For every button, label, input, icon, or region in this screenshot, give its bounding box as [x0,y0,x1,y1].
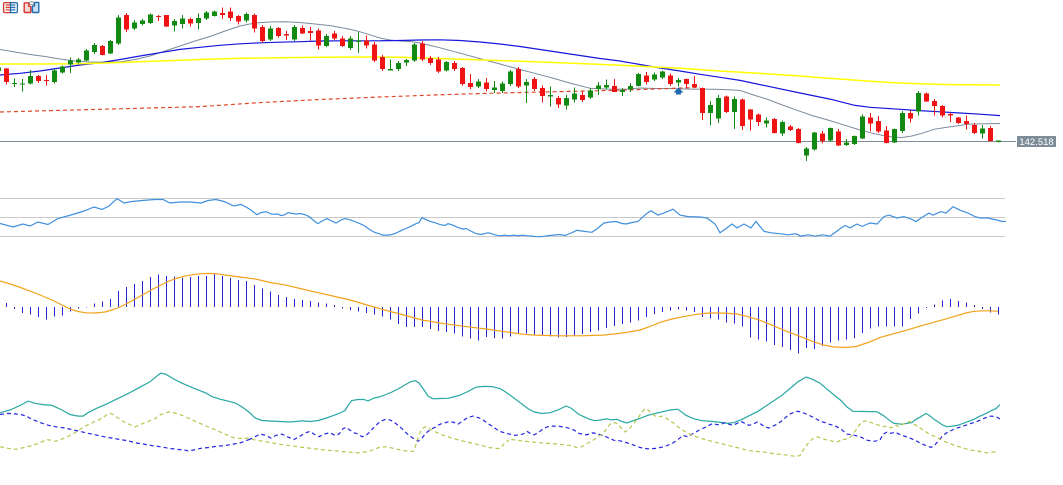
svg-text:142.518: 142.518 [1019,137,1053,148]
